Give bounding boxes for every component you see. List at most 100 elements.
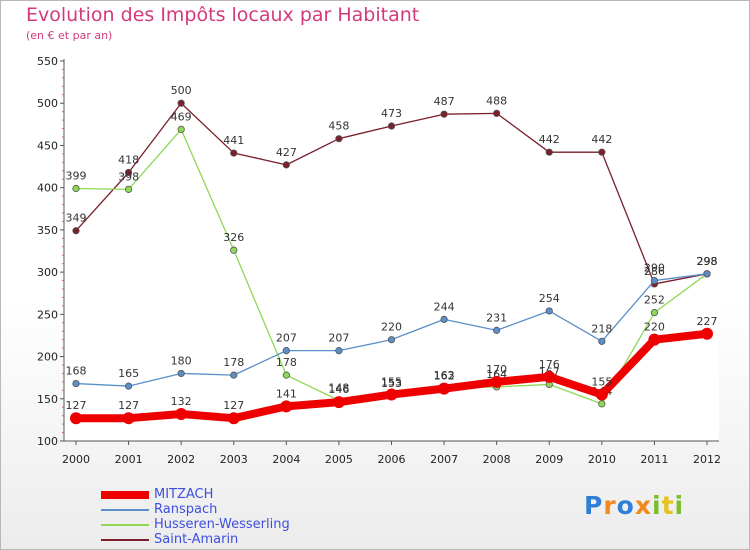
data-point-mitzach bbox=[280, 400, 293, 413]
data-label-mitzach: 155 bbox=[591, 376, 612, 389]
y-tick-label: 250 bbox=[37, 308, 58, 321]
data-point-saint-amarin bbox=[493, 109, 501, 117]
data-label-saint-amarin: 500 bbox=[171, 84, 192, 97]
logo-letter: i bbox=[674, 491, 685, 520]
data-label-saint-amarin: 298 bbox=[697, 255, 718, 268]
y-tick-label: 150 bbox=[37, 393, 58, 406]
logo-letter: i bbox=[652, 491, 662, 520]
x-tick-label: 2011 bbox=[640, 453, 668, 466]
data-point-ranspach bbox=[387, 336, 396, 344]
legend-swatch-mitzach bbox=[101, 490, 149, 499]
data-label-husseren-wesserling: 469 bbox=[171, 110, 192, 123]
legend-label-saint-amarin: Saint-Amarin bbox=[154, 532, 239, 547]
data-point-mitzach bbox=[490, 375, 503, 388]
legend-label-husseren-wesserling: Husseren-Wesserling bbox=[154, 517, 290, 532]
data-point-ranspach bbox=[72, 379, 80, 388]
data-point-mitzach bbox=[70, 412, 82, 425]
x-tick-label: 2002 bbox=[167, 453, 195, 466]
data-label-ranspach: 298 bbox=[697, 255, 718, 268]
y-tick-label: 200 bbox=[37, 351, 58, 364]
logo-letter: t bbox=[661, 491, 675, 520]
logo-letter: r bbox=[603, 491, 617, 520]
legend-label-mitzach: MITZACH bbox=[154, 487, 214, 502]
data-point-saint-amarin bbox=[598, 148, 606, 156]
x-tick-label: 2003 bbox=[220, 453, 248, 466]
data-label-saint-amarin: 441 bbox=[223, 134, 244, 147]
y-tick-label: 400 bbox=[37, 182, 58, 195]
data-label-ranspach: 290 bbox=[644, 262, 665, 275]
data-point-saint-amarin bbox=[282, 161, 290, 169]
data-point-mitzach bbox=[332, 396, 345, 409]
data-label-mitzach: 141 bbox=[276, 387, 297, 400]
data-label-saint-amarin: 473 bbox=[381, 107, 402, 120]
data-point-saint-amarin bbox=[124, 168, 133, 177]
data-point-ranspach bbox=[703, 270, 711, 278]
data-point-husseren-wesserling bbox=[72, 184, 80, 193]
data-point-ranspach bbox=[545, 307, 553, 315]
data-point-ranspach bbox=[282, 347, 290, 355]
data-label-mitzach: 220 bbox=[644, 321, 665, 334]
data-label-ranspach: 254 bbox=[539, 292, 560, 305]
data-point-husseren-wesserling bbox=[177, 125, 185, 133]
data-point-ranspach bbox=[177, 369, 185, 378]
legend-label-ranspach: Ranspach bbox=[154, 502, 218, 517]
proxiti-logo: Proxiti bbox=[584, 491, 684, 520]
x-tick-label: 2009 bbox=[535, 453, 563, 466]
data-point-mitzach bbox=[385, 388, 398, 401]
data-point-saint-amarin bbox=[177, 99, 185, 107]
legend-item-ranspach: Ranspach bbox=[101, 502, 290, 517]
x-tick-label: 2001 bbox=[115, 453, 143, 466]
data-point-saint-amarin bbox=[230, 149, 238, 157]
data-point-mitzach bbox=[595, 388, 608, 401]
data-point-husseren-wesserling bbox=[650, 309, 659, 317]
data-point-mitzach bbox=[543, 370, 556, 383]
data-label-ranspach: 178 bbox=[223, 356, 244, 369]
data-point-saint-amarin bbox=[387, 122, 396, 130]
data-label-ranspach: 168 bbox=[66, 365, 87, 378]
data-label-ranspach: 165 bbox=[118, 367, 139, 380]
data-point-saint-amarin bbox=[440, 110, 448, 118]
data-label-ranspach: 231 bbox=[486, 311, 507, 324]
data-label-ranspach: 207 bbox=[328, 332, 349, 345]
data-label-mitzach: 127 bbox=[223, 399, 244, 412]
data-label-mitzach: 146 bbox=[328, 383, 349, 396]
data-point-ranspach bbox=[335, 347, 343, 355]
data-label-mitzach: 127 bbox=[118, 399, 139, 412]
legend-item-saint-amarin: Saint-Amarin bbox=[101, 532, 290, 547]
legend-item-husseren-wesserling: Husseren-Wesserling bbox=[101, 517, 290, 532]
data-label-ranspach: 207 bbox=[276, 332, 297, 345]
data-label-saint-amarin: 418 bbox=[118, 153, 139, 166]
data-label-husseren-wesserling: 163 bbox=[434, 369, 455, 382]
legend-swatch-ranspach bbox=[101, 508, 149, 511]
y-tick-label: 350 bbox=[37, 224, 58, 237]
data-label-saint-amarin: 442 bbox=[591, 133, 612, 146]
data-point-saint-amarin bbox=[72, 227, 80, 235]
data-point-mitzach bbox=[438, 382, 451, 395]
legend-swatch-saint-amarin bbox=[101, 538, 149, 541]
data-label-husseren-wesserling: 399 bbox=[66, 170, 87, 183]
data-point-mitzach bbox=[122, 412, 135, 425]
y-tick-label: 550 bbox=[37, 55, 58, 68]
x-tick-label: 2005 bbox=[325, 453, 353, 466]
legend-swatch-husseren-wesserling bbox=[101, 523, 149, 526]
data-label-ranspach: 180 bbox=[171, 354, 192, 367]
x-tick-label: 2008 bbox=[483, 453, 511, 466]
data-label-mitzach: 227 bbox=[697, 315, 718, 328]
logo-letter: x bbox=[634, 491, 652, 520]
x-tick-label: 2000 bbox=[62, 453, 90, 466]
chart-title: Evolution des Impôts locaux par Habitant bbox=[26, 4, 420, 26]
data-label-ranspach: 220 bbox=[381, 321, 402, 334]
data-point-ranspach bbox=[493, 326, 501, 334]
data-point-mitzach bbox=[648, 333, 661, 346]
data-label-saint-amarin: 349 bbox=[66, 212, 87, 225]
data-point-mitzach bbox=[175, 407, 188, 420]
data-label-ranspach: 244 bbox=[434, 300, 455, 313]
data-label-saint-amarin: 458 bbox=[328, 120, 349, 133]
data-point-saint-amarin bbox=[335, 135, 343, 143]
data-label-mitzach: 170 bbox=[486, 363, 507, 376]
data-point-saint-amarin bbox=[545, 148, 553, 156]
data-label-saint-amarin: 286 bbox=[644, 265, 665, 278]
data-label-mitzach: 162 bbox=[434, 370, 455, 383]
y-tick-label: 500 bbox=[37, 97, 58, 110]
